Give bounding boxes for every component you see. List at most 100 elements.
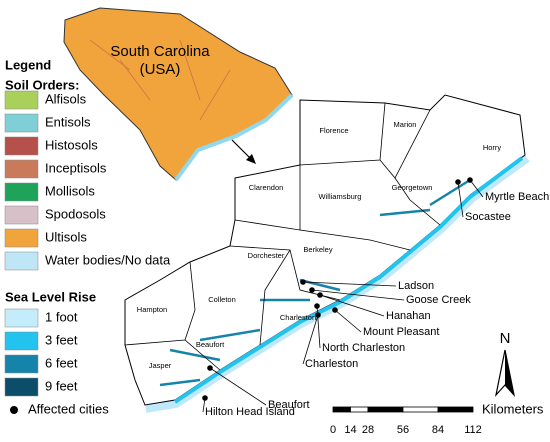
- legend-swatch: [4, 205, 39, 225]
- city-label: Hanahan: [386, 310, 431, 322]
- county-border: [259, 249, 291, 346]
- city-label: Socastee: [465, 211, 511, 223]
- county-label: Horry: [483, 143, 502, 152]
- leader-line: [319, 294, 385, 317]
- legend-label: Entisols: [45, 114, 91, 129]
- inset-label: (USA): [140, 61, 181, 78]
- county-label: Colleton: [208, 295, 236, 304]
- legend-swatch: [4, 90, 39, 110]
- city-label: Hilton Head Island: [205, 406, 295, 418]
- county-border: [124, 339, 186, 346]
- inset-state: [63, 7, 293, 181]
- scale-label: 56: [397, 424, 409, 436]
- legend-label: Mollisols: [45, 183, 95, 198]
- county-label: Williamsburg: [319, 192, 362, 201]
- county-label: Marion: [394, 120, 417, 129]
- leader-line: [302, 281, 397, 287]
- flood-zone: [173, 156, 524, 404]
- legend-swatch: [4, 251, 39, 271]
- county-label: Dorchester: [248, 251, 285, 260]
- county-label: Hampton: [137, 305, 167, 314]
- legend-swatch: [4, 331, 39, 351]
- city-label: Beaufort: [268, 399, 310, 411]
- city-label: North Charleston: [322, 342, 405, 354]
- city-dot: [317, 292, 323, 298]
- county-border: [184, 261, 221, 371]
- county-label: Georgetown: [392, 183, 433, 192]
- legend-label: 9 feet: [45, 378, 78, 393]
- city-dot: [202, 395, 208, 401]
- leader-line: [457, 181, 464, 218]
- leader-line: [209, 367, 267, 406]
- county-label: Beaufort: [196, 340, 225, 349]
- legend-swatch: [4, 228, 39, 248]
- city-dot: [300, 279, 306, 285]
- city-symbol: [10, 406, 18, 414]
- city-dot: [207, 365, 213, 371]
- legend-swatch: [4, 308, 39, 328]
- legend-label: 1 foot: [45, 309, 78, 324]
- scale-segment: [402, 406, 439, 413]
- city-label: Goose Creek: [406, 294, 471, 306]
- inset-arrow-head: [246, 154, 256, 164]
- inset-label: South Carolina: [110, 43, 210, 60]
- legend-title: Legend: [5, 57, 51, 72]
- county-border: [234, 219, 301, 231]
- inset-coast: [174, 93, 294, 182]
- legend-label: Ultisols: [45, 229, 87, 244]
- county-border: [299, 165, 411, 251]
- leader-line: [302, 314, 319, 365]
- flood-inlets: [159, 178, 471, 387]
- scale-unit: Kilometers: [482, 401, 544, 416]
- inset-arrow: [231, 139, 253, 161]
- county-label: Clarendon: [249, 183, 284, 192]
- city-label: Charleston: [305, 358, 358, 370]
- scale-label: 0: [330, 424, 336, 436]
- leader-line: [311, 289, 405, 301]
- scale-segment: [367, 406, 404, 413]
- legend-subtitle: Soil Orders:: [5, 77, 79, 92]
- county-border: [394, 177, 441, 226]
- county-label: Berkeley: [303, 245, 332, 254]
- north-arrow-half: [505, 350, 514, 395]
- legend-swatch: [4, 354, 39, 374]
- city-dot: [455, 179, 461, 185]
- legend-swatch: [4, 377, 39, 397]
- legend-subtitle: Sea Level Rise: [5, 289, 96, 304]
- scale-label: 84: [432, 424, 444, 436]
- legend-swatch: [4, 136, 39, 156]
- scale-segment: [332, 406, 351, 413]
- scale-segment: [437, 406, 474, 413]
- legend-swatch: [4, 159, 39, 179]
- city-label: Mount Pleasant: [363, 326, 439, 338]
- city-dot: [332, 307, 338, 313]
- legend-label: Alfisols: [45, 91, 87, 106]
- county-label: Jasper: [149, 361, 172, 370]
- leader-line: [469, 179, 484, 198]
- city-dot: [315, 312, 321, 318]
- scale-label: 112: [464, 424, 482, 436]
- legend-label: 6 feet: [45, 355, 78, 370]
- north-label: N: [500, 330, 511, 347]
- inset-texture: [89, 39, 231, 121]
- legend-swatch: [4, 113, 39, 133]
- scale-segment: [350, 406, 369, 413]
- legend-label: Affected cities: [28, 401, 109, 416]
- legend-label: 3 feet: [45, 332, 78, 347]
- legend-label: Spodosols: [45, 206, 106, 221]
- scale-label: 14: [344, 424, 356, 436]
- legend-label: Inceptisols: [45, 160, 107, 175]
- city-label: Ladson: [398, 280, 434, 292]
- county-label: Charleston: [280, 313, 316, 322]
- county-label: Florence: [319, 126, 348, 135]
- city-dot: [467, 177, 473, 183]
- legend-label: Histosols: [45, 137, 98, 152]
- city-label: Myrtle Beach: [485, 191, 549, 203]
- scale-label: 28: [362, 424, 374, 436]
- leader-line: [334, 309, 362, 333]
- legend-label: Water bodies/No data: [45, 252, 171, 267]
- city-dot: [309, 287, 315, 293]
- city-dot: [314, 303, 320, 309]
- legend-swatch: [4, 182, 39, 202]
